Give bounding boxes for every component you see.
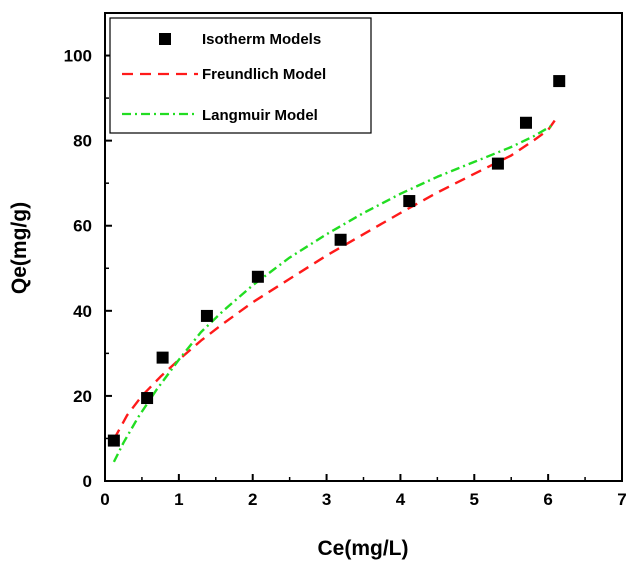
legend-label-freundlich: Freundlich Model — [202, 66, 326, 83]
legend: Isotherm Models Freundlich Model Langmui… — [109, 17, 372, 134]
data-point-isotherm — [334, 233, 347, 246]
x-tick-label: 6 — [543, 490, 552, 509]
x-tick-label: 0 — [100, 490, 109, 509]
y-tick-label: 40 — [73, 302, 92, 321]
series-line-langmuir — [112, 124, 553, 463]
data-point-isotherm — [519, 116, 532, 129]
data-point-isotherm — [141, 392, 154, 405]
y-tick-label: 20 — [73, 387, 92, 406]
legend-label-langmuir: Langmuir Model — [202, 107, 318, 124]
data-point-isotherm — [553, 75, 566, 88]
legend-marker-isotherm — [159, 33, 171, 45]
x-tick-label: 5 — [470, 490, 479, 509]
x-tick-label: 4 — [396, 490, 406, 509]
x-tick-label: 1 — [174, 490, 183, 509]
data-point-isotherm — [156, 351, 169, 364]
y-tick-label: 80 — [73, 132, 92, 151]
legend-label-isotherm: Isotherm Models — [202, 31, 321, 48]
data-point-isotherm — [403, 195, 416, 208]
x-tick-label: 3 — [322, 490, 331, 509]
series-line-freundlich — [112, 118, 557, 440]
axes-layer: 0 1 2 3 4 5 6 7 0 20 40 60 80 100 — [64, 12, 627, 509]
data-point-isotherm — [200, 309, 213, 322]
data-point-isotherm — [491, 157, 504, 170]
data-point-isotherm — [251, 270, 264, 283]
y-tick-label: 100 — [64, 47, 92, 66]
x-axis-title: Ce(mg/L) — [318, 537, 409, 560]
y-tick-label: 0 — [83, 472, 92, 491]
y-tick-label: 60 — [73, 217, 92, 236]
x-tick-label: 2 — [248, 490, 257, 509]
y-axis-title: Qe(mg/g) — [8, 202, 31, 294]
x-tick-label: 7 — [617, 490, 626, 509]
data-point-isotherm — [107, 434, 120, 447]
series-layer — [107, 75, 566, 463]
legend-box — [109, 17, 372, 134]
